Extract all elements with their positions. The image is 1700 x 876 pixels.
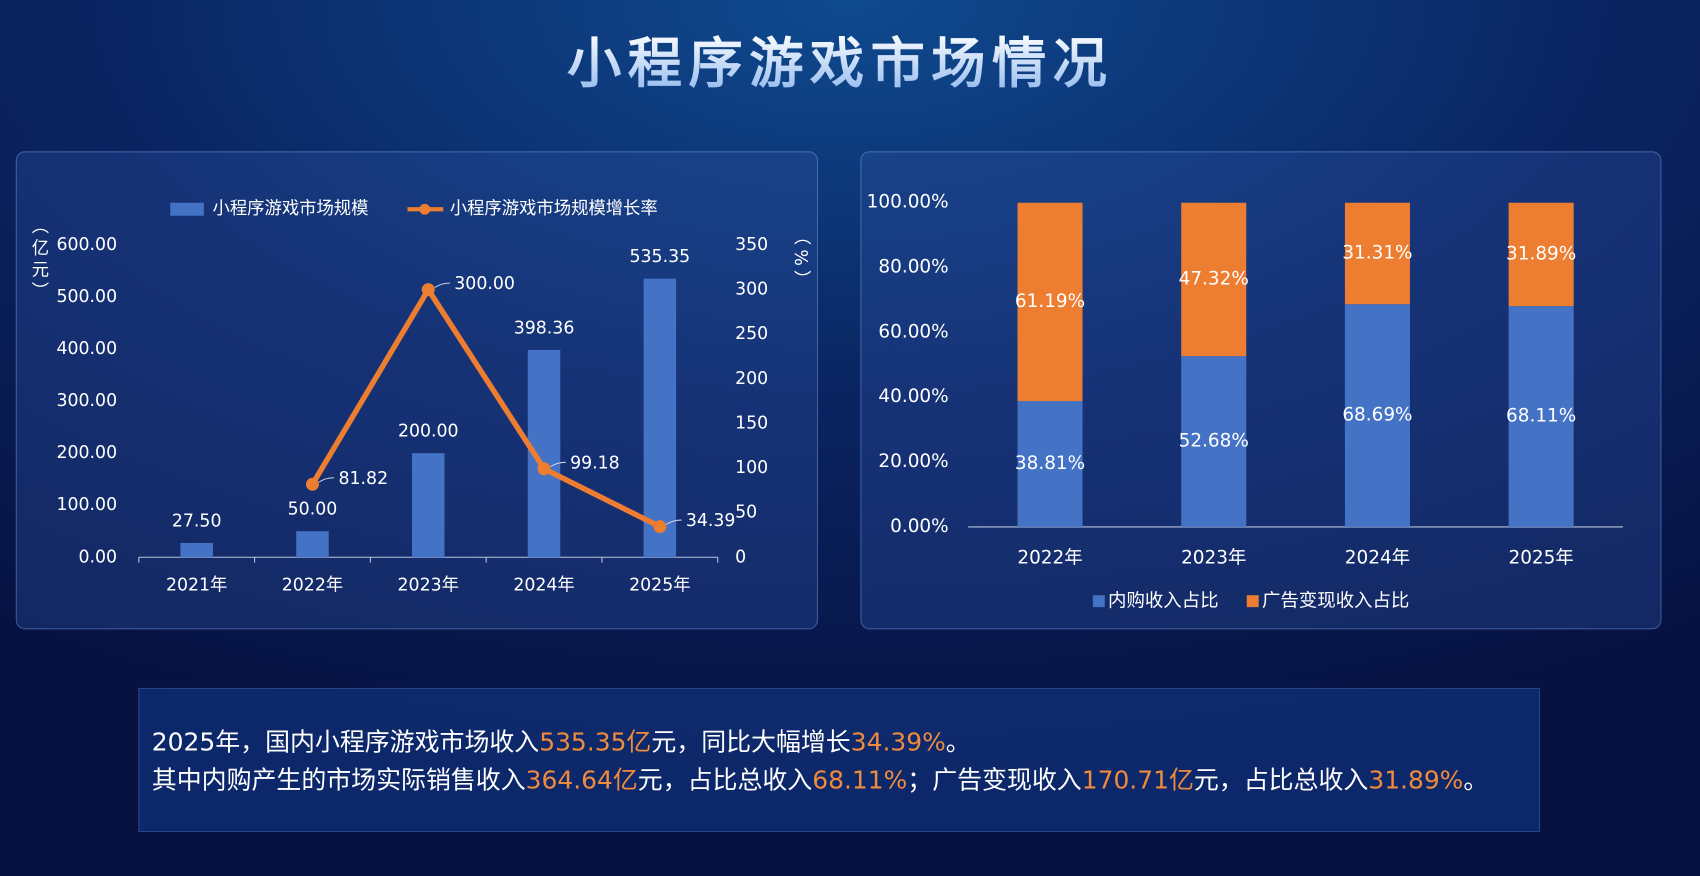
- legend-swatch: [1092, 595, 1105, 608]
- bar-segment: [1344, 304, 1410, 527]
- data-label: 81.82: [338, 469, 388, 489]
- summary-text: 2025年，国内小程序游戏市场收入: [152, 728, 539, 757]
- bar: [643, 278, 677, 558]
- data-label: 31.89%: [1506, 243, 1576, 264]
- x-tick-label: 2025年: [1508, 547, 1573, 568]
- legend-label: 小程序游戏市场规模增长率: [450, 199, 658, 219]
- y2-tick-label: 100: [735, 458, 768, 478]
- x-tick-label: 2022年: [1017, 547, 1082, 568]
- summary-text: ；广告变现收入: [907, 766, 1082, 795]
- highlight: 170.71亿: [1082, 766, 1194, 795]
- bar: [296, 531, 329, 558]
- y-tick-label: 0.00: [79, 547, 118, 567]
- summary-text: 。: [1463, 766, 1488, 795]
- slide-title: 小程序游戏市场情况: [567, 32, 1113, 95]
- legend-swatch: [419, 203, 431, 215]
- y-tick-label: 500.00: [56, 287, 117, 307]
- x-tick-label: 2025年: [629, 575, 690, 595]
- y2-tick-label: 250: [735, 324, 768, 344]
- data-label: 47.32%: [1179, 268, 1249, 289]
- data-label: 31.31%: [1342, 242, 1412, 263]
- bar-segment: [1508, 306, 1574, 527]
- highlight: 34.39%: [851, 728, 946, 757]
- panel: [15, 151, 819, 630]
- line: [310, 286, 662, 530]
- summary-text: 。: [946, 728, 971, 757]
- legend-swatch: [170, 202, 204, 216]
- x-tick-label: 2024年: [1345, 547, 1410, 568]
- bar-segment: [1508, 202, 1574, 307]
- bar-segment: [1017, 202, 1083, 402]
- x-tick-label: 2021年: [166, 575, 227, 595]
- x-tick-label: 2023年: [1181, 547, 1246, 568]
- highlight: 535.35亿: [539, 728, 651, 757]
- y-tick-label: 400.00: [56, 339, 117, 359]
- bar: [412, 453, 445, 558]
- x-tick-label: 2024年: [513, 575, 574, 595]
- data-label: 300.00: [454, 274, 515, 294]
- y2-tick-label: 300: [735, 280, 768, 300]
- data-label: 535.35: [630, 247, 691, 267]
- y-tick-label: 20.00%: [878, 451, 948, 472]
- data-label: 38.81%: [1015, 453, 1085, 474]
- point: [305, 477, 319, 491]
- data-label: 99.18: [570, 453, 620, 473]
- data-label: 200.00: [398, 421, 459, 441]
- y2-tick-label: 50: [735, 503, 757, 523]
- leader-line: [550, 461, 566, 468]
- leader-line: [666, 519, 682, 525]
- data-label: 61.19%: [1015, 291, 1085, 312]
- data-label: 34.39: [686, 511, 736, 531]
- y-tick-label: 0.00%: [890, 516, 949, 537]
- data-label: 68.69%: [1342, 405, 1412, 426]
- summary-text: 其中内购产生的市场实际销售收入: [152, 766, 526, 795]
- highlight: 364.64亿: [526, 766, 638, 795]
- summary-text: 元，占比总收入: [1194, 766, 1369, 795]
- legend-label: 广告变现收入占比: [1262, 591, 1409, 612]
- point: [421, 283, 435, 297]
- summary-text: 元，同比大幅增长: [651, 728, 850, 757]
- y-tick-label: 60.00%: [878, 321, 948, 342]
- y-axis-label: （亿元）: [28, 217, 49, 304]
- y2-axis-label: （%）: [790, 228, 811, 292]
- y-tick-label: 300.00: [56, 391, 117, 411]
- summary-text: 元，占比总收入: [638, 766, 813, 795]
- legend-label: 内购收入占比: [1108, 591, 1219, 612]
- bar-segment: [1017, 401, 1083, 527]
- summary-box: [138, 687, 1541, 833]
- highlight: 31.89%: [1368, 766, 1463, 795]
- point: [537, 462, 551, 476]
- y-tick-label: 80.00%: [878, 257, 948, 278]
- y2-tick-label: 200: [735, 369, 768, 389]
- y2-tick-label: 350: [735, 235, 768, 255]
- summary-line: 2025年，国内小程序游戏市场收入535.35亿元，同比大幅增长34.39%。: [152, 728, 971, 757]
- highlight: 68.11%: [812, 766, 907, 795]
- data-label: 398.36: [514, 318, 575, 338]
- y-tick-label: 100.00%: [867, 192, 949, 213]
- leader-line: [434, 282, 450, 288]
- y-tick-label: 600.00: [56, 235, 117, 255]
- y2-tick-label: 0: [735, 547, 746, 567]
- x-tick-label: 2022年: [282, 575, 343, 595]
- y-tick-label: 200.00: [56, 443, 117, 463]
- point: [653, 520, 667, 534]
- bar-segment: [1181, 202, 1247, 357]
- summary-line: 其中内购产生的市场实际销售收入364.64亿元，占比总收入68.11%；广告变现…: [152, 766, 1489, 795]
- y-tick-label: 40.00%: [878, 386, 948, 407]
- bar: [180, 542, 213, 558]
- legend-swatch: [1246, 595, 1259, 608]
- data-label: 52.68%: [1179, 431, 1249, 452]
- data-label: 50.00: [288, 500, 338, 520]
- bar-segment: [1344, 202, 1410, 305]
- data-label: 68.11%: [1506, 406, 1576, 427]
- bar-segment: [1181, 356, 1247, 527]
- data-label: 27.50: [172, 511, 222, 531]
- x-tick-label: 2023年: [398, 575, 459, 595]
- y2-tick-label: 150: [735, 413, 768, 433]
- legend-label: 小程序游戏市场规模: [213, 199, 369, 219]
- leader-line: [318, 477, 335, 483]
- y-tick-label: 100.00: [56, 495, 117, 515]
